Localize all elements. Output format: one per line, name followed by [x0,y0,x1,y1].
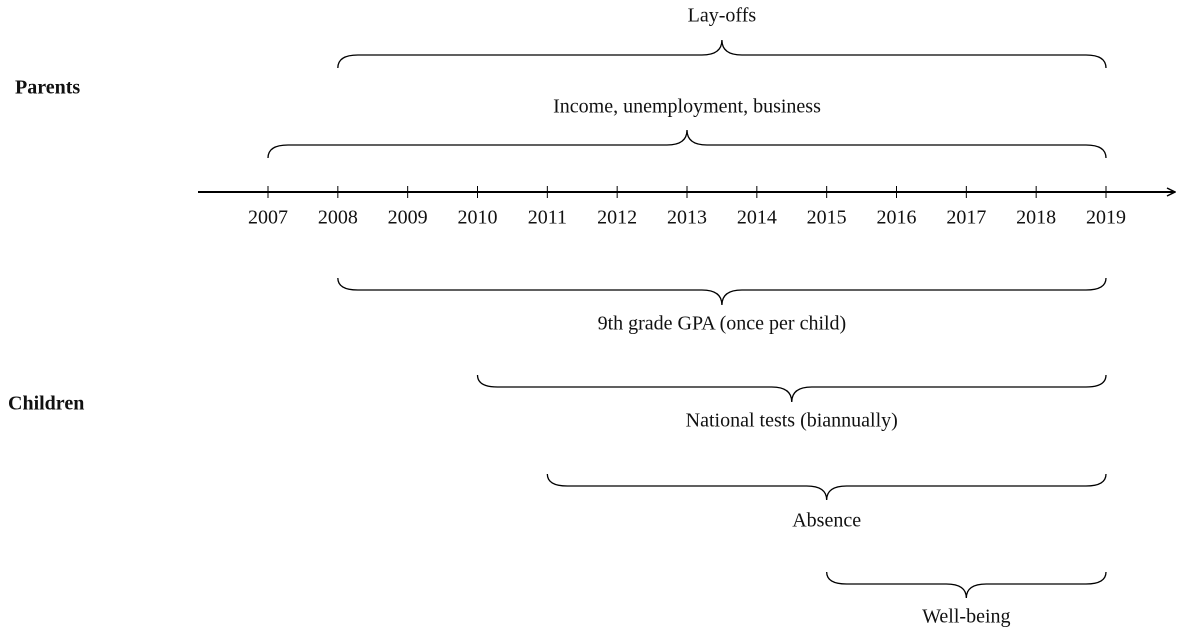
year-label: 2008 [318,207,358,229]
brace [546,473,1107,501]
year-label: 2014 [737,207,777,229]
brace [476,374,1107,403]
brace [337,39,1107,69]
year-label: 2011 [528,207,567,229]
brace-label: Well-being [922,606,1010,628]
brace-label: National tests (biannually) [686,410,898,432]
group-label: Parents [15,77,80,99]
brace-label: Income, unemployment, business [553,96,821,118]
year-label: 2016 [877,207,917,229]
year-label: 2007 [248,207,288,229]
brace [826,571,1107,599]
year-label: 2010 [458,207,498,229]
brace [267,129,1107,159]
year-label: 2019 [1086,207,1126,229]
year-label: 2018 [1016,207,1056,229]
brace-label: Absence [792,510,861,532]
year-label: 2015 [807,207,847,229]
group-label: Children [8,393,84,415]
brace [337,277,1107,306]
year-label: 2012 [597,207,637,229]
year-label: 2013 [667,207,707,229]
brace-label: 9th grade GPA (once per child) [598,313,847,335]
brace-label: Lay-offs [688,5,757,27]
year-label: 2017 [946,207,986,229]
year-label: 2009 [388,207,428,229]
